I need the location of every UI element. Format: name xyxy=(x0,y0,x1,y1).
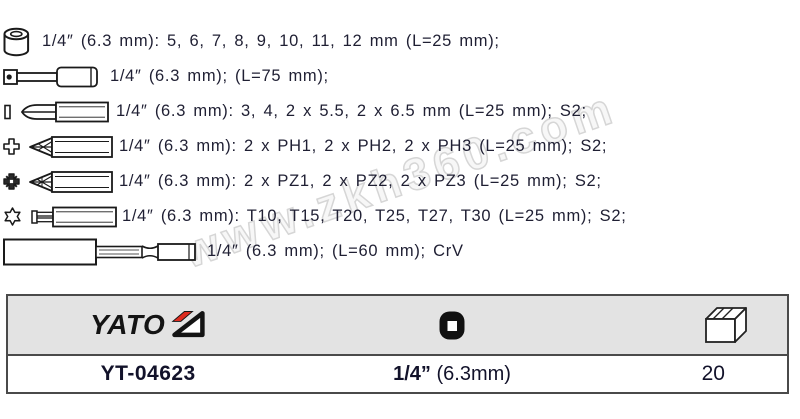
square-drive-icon xyxy=(288,310,615,341)
spec-text: 1/4″ (6.3 mm): 2 x PZ1, 2 x PZ2, 2 x PZ3… xyxy=(119,172,602,190)
yato-logo-text: YATO xyxy=(90,309,166,340)
socket-icon xyxy=(3,27,37,57)
spec-text: 1/4″ (6.3 mm): 5, 6, 7, 8, 9, 10, 11, 12… xyxy=(42,32,500,50)
spec-text: 1/4″ (6.3 mm); (L=75 mm); xyxy=(110,67,329,85)
spec-text: 1/4″ (6.3 mm): T10, T15, T20, T25, T27, … xyxy=(122,207,627,225)
bit-holder-icon xyxy=(3,238,202,266)
spec-row-torx-bits: 1/4″ (6.3 mm): T10, T15, T20, T25, T27, … xyxy=(3,199,627,234)
slotted-bit-icon xyxy=(20,101,110,123)
phillips-bit-icon xyxy=(28,135,114,159)
bits-list: 1/4″ (6.3 mm): 5, 6, 7, 8, 9, 10, 11, 12… xyxy=(3,24,627,269)
spec-row-pozidriv-bits: 1/4″ (6.3 mm): 2 x PZ1, 2 x PZ2, 2 x PZ3… xyxy=(3,164,627,199)
spec-text: 1/4″ (6.3 mm): 2 x PH1, 2 x PH2, 2 x PH3… xyxy=(119,137,608,155)
spec-text: 1/4″ (6.3 mm): 3, 4, 2 x 5.5, 2 x 6.5 mm… xyxy=(116,102,587,120)
spec-row-extension-bar: 1/4″ (6.3 mm); (L=75 mm); xyxy=(3,59,627,94)
spec-row-phillips-bits: 1/4″ (6.3 mm): 2 x PH1, 2 x PH2, 2 x PH3… xyxy=(3,129,627,164)
torx-bit-icon xyxy=(30,206,118,228)
yato-logo: YATO xyxy=(8,309,288,341)
table-header-row: YATO xyxy=(8,296,787,356)
pozidriv-symbol-icon xyxy=(3,173,20,190)
slot-symbol-icon xyxy=(3,104,12,120)
spec-table: YATO YT-04623 xyxy=(6,294,789,394)
carton-box-icon xyxy=(616,305,787,345)
table-data-row: YT-04623 1/4” (6.3mm) 20 xyxy=(8,356,787,392)
spec-text: 1/4″ (6.3 mm); (L=60 mm); CrV xyxy=(207,242,464,260)
phillips-symbol-icon xyxy=(3,138,20,155)
piece-count: 20 xyxy=(701,362,725,385)
spec-row-bit-holder: 1/4″ (6.3 mm); (L=60 mm); CrV xyxy=(3,234,627,269)
spec-row-slotted-bits: 1/4″ (6.3 mm): 3, 4, 2 x 5.5, 2 x 6.5 mm… xyxy=(3,94,627,129)
extension-bar-icon xyxy=(3,65,105,89)
pozidriv-bit-icon xyxy=(28,170,114,194)
yato-logo-mark-icon xyxy=(170,310,206,340)
drive-size-mm: (6.3mm) xyxy=(430,362,511,385)
torx-symbol-icon xyxy=(3,207,22,226)
drive-size-inches: 1/4” xyxy=(393,362,431,385)
model-number: YT-04623 xyxy=(100,362,196,385)
drive-size: 1/4” (6.3mm) xyxy=(393,363,511,386)
spec-row-sockets: 1/4″ (6.3 mm): 5, 6, 7, 8, 9, 10, 11, 12… xyxy=(3,24,627,59)
